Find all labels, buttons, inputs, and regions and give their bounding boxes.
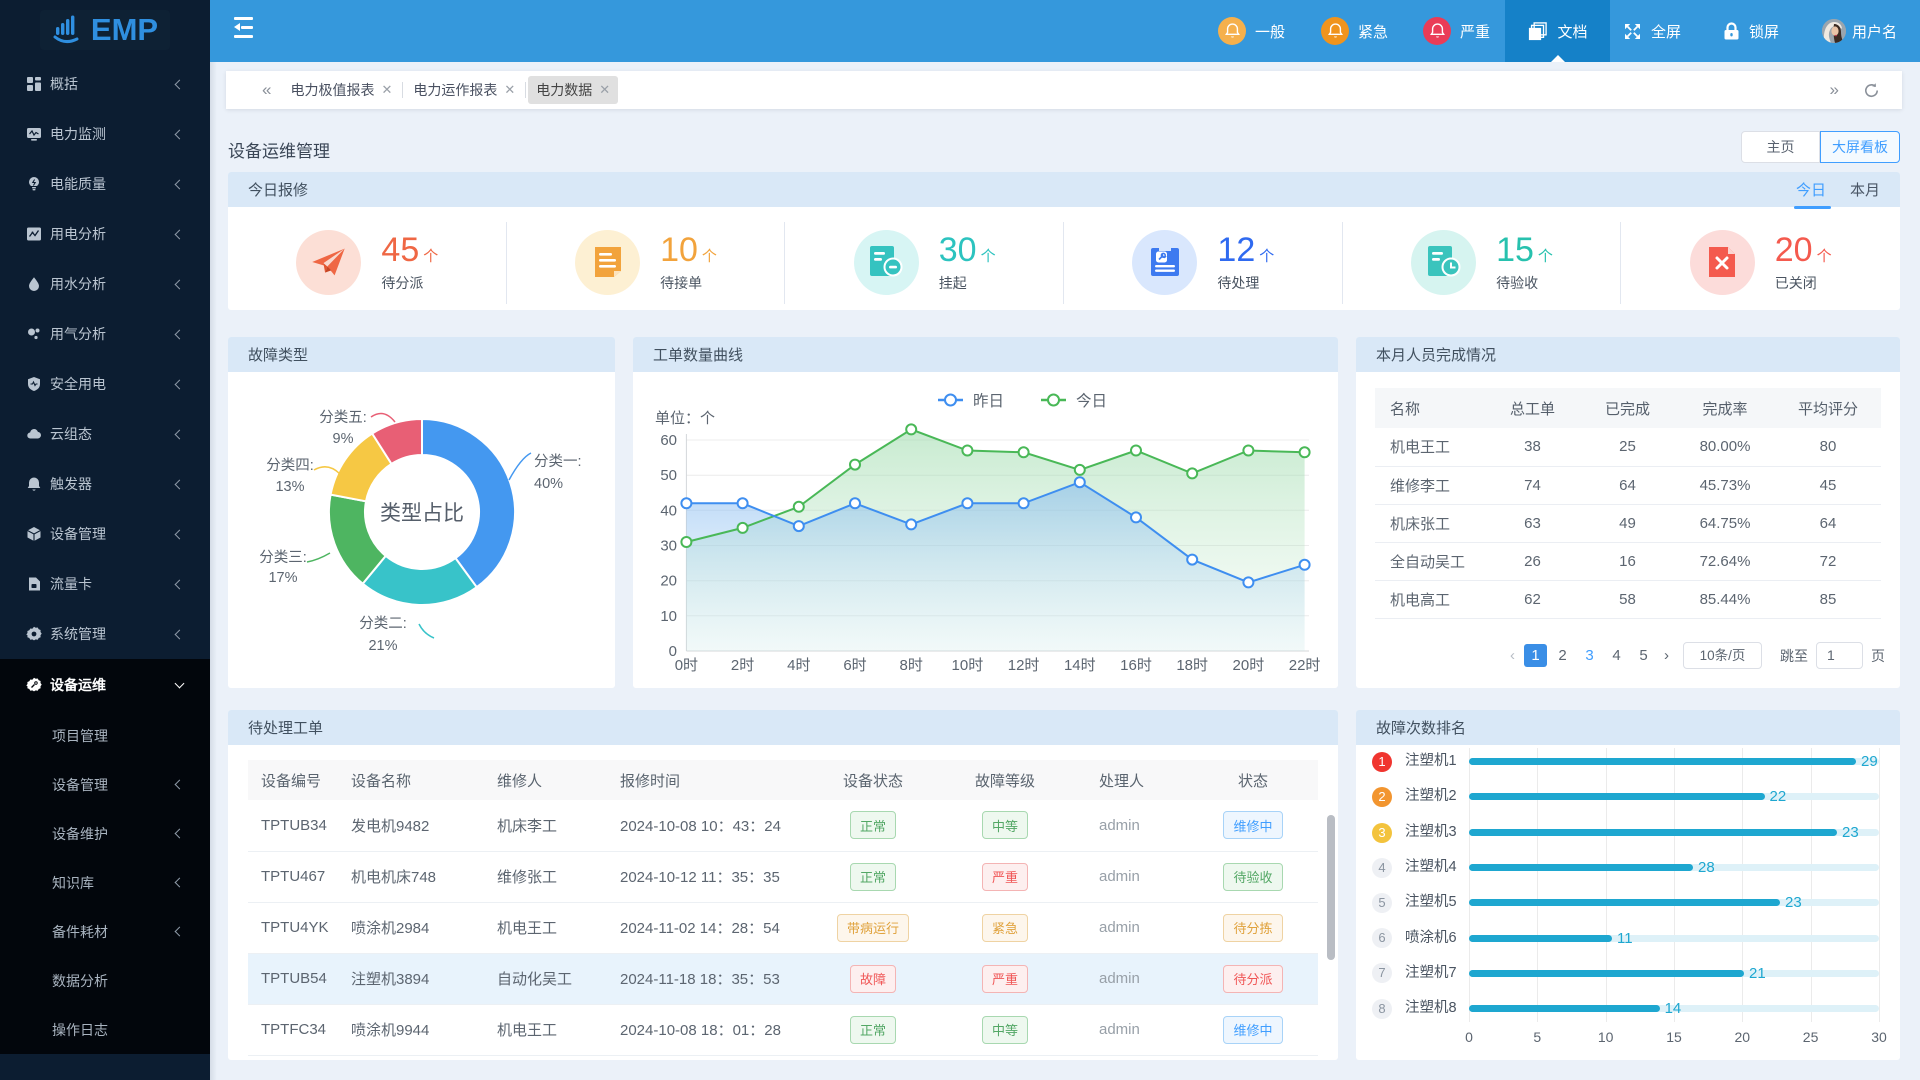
- svg-text:12时: 12时: [1008, 657, 1040, 674]
- svg-text:16时: 16时: [1120, 657, 1152, 674]
- svg-text:21%: 21%: [368, 638, 397, 654]
- svg-text:20时: 20时: [1233, 657, 1265, 674]
- svg-text:10: 10: [660, 608, 677, 625]
- svg-text:14时: 14时: [1064, 657, 1096, 674]
- svg-text:4时: 4时: [787, 657, 810, 674]
- svg-text:10时: 10时: [952, 657, 984, 674]
- svg-text:类型占比: 类型占比: [380, 502, 464, 525]
- svg-text:分类一:: 分类一:: [534, 453, 582, 470]
- svg-text:30: 30: [660, 538, 677, 555]
- svg-text:22时: 22时: [1289, 657, 1321, 674]
- svg-text:8时: 8时: [900, 657, 923, 674]
- svg-text:6时: 6时: [843, 657, 866, 674]
- svg-text:17%: 17%: [268, 570, 297, 586]
- svg-text:单位：个: 单位：个: [655, 410, 715, 427]
- svg-text:13%: 13%: [275, 479, 304, 495]
- svg-text:0: 0: [669, 643, 677, 660]
- svg-text:40%: 40%: [534, 476, 563, 492]
- svg-text:2时: 2时: [731, 657, 754, 674]
- svg-text:40: 40: [660, 502, 677, 519]
- svg-text:50: 50: [660, 467, 677, 484]
- svg-text:18时: 18时: [1176, 657, 1208, 674]
- svg-text:分类三:: 分类三:: [259, 549, 307, 566]
- svg-text:分类四:: 分类四:: [266, 457, 314, 474]
- svg-text:0时: 0时: [675, 657, 698, 674]
- svg-text:20: 20: [660, 573, 677, 590]
- svg-text:分类二:: 分类二:: [359, 615, 407, 632]
- svg-text:60: 60: [660, 432, 677, 449]
- svg-text:9%: 9%: [333, 431, 354, 447]
- svg-text:分类五:: 分类五:: [319, 409, 367, 426]
- svg-text:昨日: 昨日: [973, 392, 1004, 410]
- svg-text:今日: 今日: [1076, 392, 1107, 410]
